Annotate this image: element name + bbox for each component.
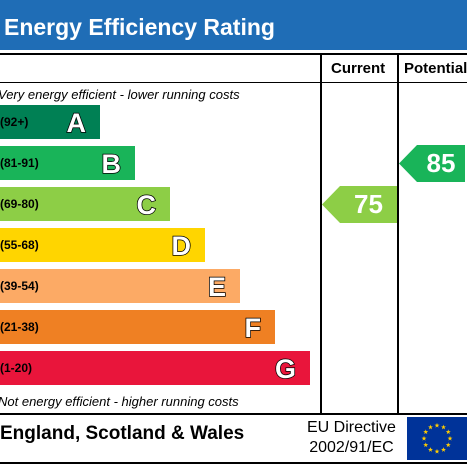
eu-flag-star xyxy=(423,442,429,448)
eu-flag-icon xyxy=(407,417,467,460)
directive-line-2: 2002/91/EC xyxy=(309,439,394,456)
band-b: (81-91) B xyxy=(0,146,135,180)
current-rating-arrow: 75 xyxy=(322,186,397,223)
band-range: (81-91) xyxy=(0,156,39,170)
grid-line-base xyxy=(0,462,467,464)
eu-flag-star xyxy=(428,424,433,430)
column-header-potential: Potential xyxy=(404,60,467,77)
band-e: (39-54) E xyxy=(0,269,240,303)
eu-flag-star xyxy=(441,424,446,430)
eu-flag-star xyxy=(423,429,429,435)
directive-line-1: EU Directive xyxy=(307,419,396,436)
band-range: (55-68) xyxy=(0,238,39,252)
band-range: (21-38) xyxy=(0,320,39,334)
eu-flag-star xyxy=(445,442,451,448)
eu-flag-star xyxy=(434,448,440,454)
band-range: (92+) xyxy=(0,115,29,129)
band-f: (21-38) F xyxy=(0,310,275,344)
band-a: (92+) A xyxy=(0,105,100,139)
band-c: (69-80) C xyxy=(0,187,170,221)
band-letter: A xyxy=(66,107,87,139)
current-rating-value: 75 xyxy=(354,189,383,219)
band-g: (1-20) G xyxy=(0,351,310,385)
eu-flag-star xyxy=(441,447,446,452)
column-header-current: Current xyxy=(331,60,386,77)
band-range: (69-80) xyxy=(0,197,39,211)
country-label: England, Scotland & Wales xyxy=(0,423,245,444)
eu-flag-star xyxy=(428,447,433,452)
eu-flag-star xyxy=(434,422,440,428)
band-letter: B xyxy=(101,148,122,180)
grid-line-bottom xyxy=(0,413,467,415)
grid-line-col1 xyxy=(320,53,322,415)
title-bar xyxy=(0,0,467,50)
band-range: (39-54) xyxy=(0,279,39,293)
potential-rating-arrow: 85 xyxy=(399,145,465,182)
chart-title: Energy Efficiency Rating xyxy=(4,14,275,40)
band-letter: F xyxy=(244,312,262,344)
eu-directive: EU Directive 2002/91/EC xyxy=(307,418,396,458)
band-range: (1-20) xyxy=(0,361,33,375)
eu-flag-star xyxy=(447,435,453,441)
band-letter: G xyxy=(274,353,297,385)
band-letter: C xyxy=(136,189,157,221)
grid-line-top xyxy=(0,53,467,55)
eu-flag-star xyxy=(421,435,427,441)
band-letter: E xyxy=(207,271,227,303)
potential-rating-value: 85 xyxy=(426,148,456,178)
band-d: (55-68) D xyxy=(0,228,205,262)
band-letter: D xyxy=(171,230,192,262)
top-note: Very energy efficient - lower running co… xyxy=(0,87,240,102)
grid-line-col2 xyxy=(397,53,399,415)
grid-line-header xyxy=(0,82,467,83)
bottom-note: Not energy efficient - higher running co… xyxy=(0,394,239,409)
eu-flag-star xyxy=(445,429,451,435)
